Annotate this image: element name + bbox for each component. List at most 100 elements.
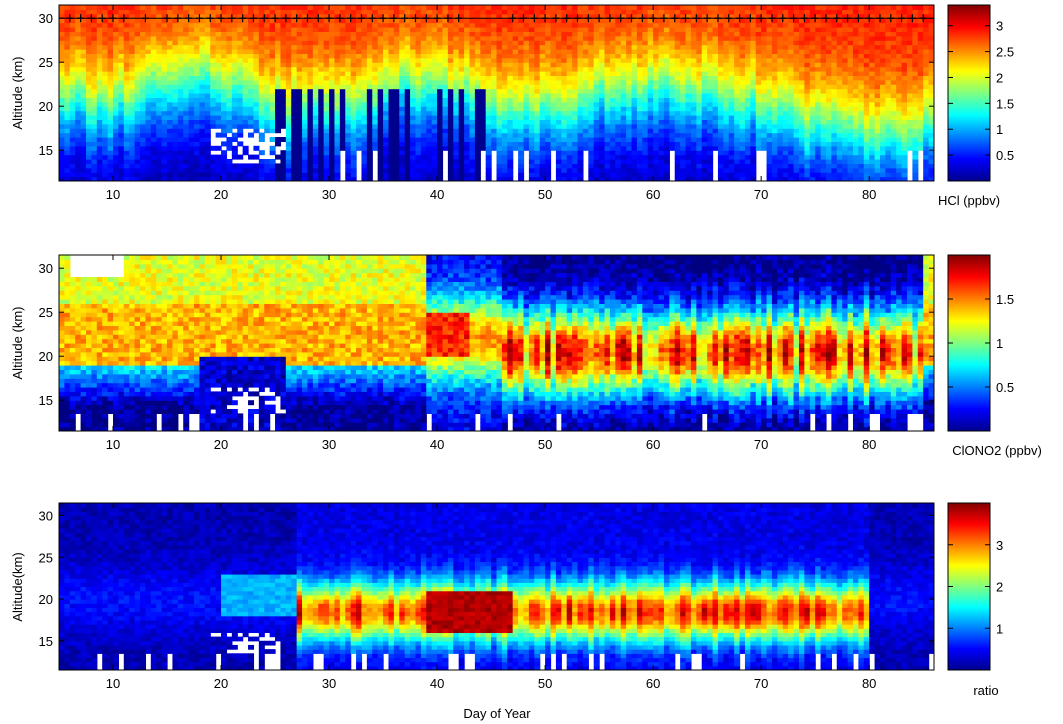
heatmap-cell [420, 137, 427, 142]
heatmap-cell [523, 71, 530, 76]
heatmap-cell [237, 110, 244, 116]
heatmap-cell [123, 22, 130, 28]
heatmap-cell [674, 119, 681, 125]
heatmap-cell [447, 18, 454, 24]
heatmap-cell [588, 167, 595, 173]
heatmap-cell [555, 84, 562, 90]
heatmap-cell [64, 79, 71, 85]
heatmap-cell [64, 40, 71, 46]
heatmap-cell [199, 84, 206, 90]
heatmap-cell [442, 132, 449, 138]
heatmap-cell [204, 97, 211, 103]
heatmap-cell [102, 159, 109, 164]
heatmap-cell [150, 159, 157, 164]
heatmap-cell [188, 66, 195, 72]
heatmap-cell [215, 97, 222, 103]
heatmap-cell [123, 115, 130, 120]
heatmap-cell [518, 13, 525, 19]
heatmap-cell [663, 154, 670, 160]
heatmap-cell [431, 119, 438, 125]
heatmap-cell [383, 163, 390, 169]
heatmap-cell [701, 66, 708, 72]
heatmap-cell [75, 62, 82, 68]
heatmap-cell [626, 159, 633, 164]
heatmap-cell [275, 115, 282, 120]
heatmap-cell [80, 115, 87, 120]
heatmap-cell [577, 44, 584, 50]
heatmap-cell [318, 123, 325, 129]
heatmap-cell [69, 44, 76, 50]
heatmap-cell [555, 40, 562, 46]
heatmap-cell [723, 35, 730, 41]
heatmap-cell [609, 119, 616, 125]
heatmap-cell [199, 88, 206, 94]
heatmap-cell [707, 119, 714, 125]
heatmap-cell [215, 79, 222, 85]
heatmap-cell [588, 9, 595, 15]
heatmap-cell [658, 106, 665, 112]
heatmap-cell [744, 71, 751, 76]
heatmap-cell [609, 150, 616, 156]
heatmap-cell [140, 57, 147, 63]
heatmap-cell [561, 163, 568, 169]
heatmap-cell [415, 167, 422, 173]
heatmap-cell [350, 31, 357, 37]
heatmap-cell [626, 22, 633, 28]
heatmap-cell [377, 27, 384, 32]
heatmap-cell [345, 159, 352, 164]
heatmap-cell [415, 110, 422, 116]
heatmap-cell [415, 84, 422, 90]
heatmap-cell [680, 35, 687, 41]
heatmap-cell [329, 75, 336, 81]
heatmap-cell [231, 79, 238, 85]
heatmap-cell [599, 27, 606, 32]
heatmap-cell [253, 22, 260, 28]
heatmap-cell [485, 93, 492, 98]
heatmap-cell [690, 101, 697, 107]
heatmap-cell [96, 13, 103, 19]
heatmap-cell [415, 106, 422, 112]
heatmap-cell [550, 35, 557, 41]
heatmap-cell [685, 53, 692, 59]
heatmap-cell [620, 167, 627, 173]
heatmap-cell [69, 66, 76, 72]
heatmap-cell [420, 35, 427, 41]
heatmap-cell [64, 35, 71, 41]
heatmap-cell [539, 97, 546, 103]
heatmap-cell [653, 13, 660, 19]
heatmap-cell [707, 84, 714, 90]
heatmap-cell [690, 145, 697, 151]
heatmap-cell [134, 106, 141, 112]
heatmap-cell [669, 27, 676, 32]
heatmap-cell [183, 13, 190, 19]
heatmap-cell [469, 53, 476, 59]
heatmap-cell [167, 159, 174, 164]
heatmap-cell [550, 145, 557, 151]
heatmap-cell [572, 145, 579, 151]
heatmap-cell [658, 123, 665, 129]
heatmap-cell [388, 119, 395, 125]
heatmap-cell [437, 141, 444, 147]
heatmap-cell [599, 66, 606, 72]
heatmap-cell [307, 115, 314, 120]
heatmap-cell [226, 119, 233, 125]
heatmap-cell [156, 5, 163, 10]
heatmap-cell [539, 22, 546, 28]
heatmap-cell [642, 132, 649, 138]
heatmap-cell [275, 79, 282, 85]
heatmap-cell [129, 35, 136, 41]
heatmap-cell [420, 93, 427, 98]
heatmap-cell [118, 176, 125, 181]
heatmap-cell [669, 57, 676, 63]
heatmap-cell [410, 31, 417, 37]
heatmap-cell [712, 119, 719, 125]
heatmap-cell [140, 176, 147, 181]
heatmap-cell [728, 35, 735, 41]
heatmap-cell [334, 132, 341, 138]
heatmap-cell [377, 79, 384, 85]
heatmap-cell [194, 163, 201, 169]
heatmap-cell [577, 13, 584, 19]
heatmap-cell [318, 13, 325, 19]
heatmap-cell [518, 172, 525, 178]
heatmap-cell [356, 5, 363, 10]
